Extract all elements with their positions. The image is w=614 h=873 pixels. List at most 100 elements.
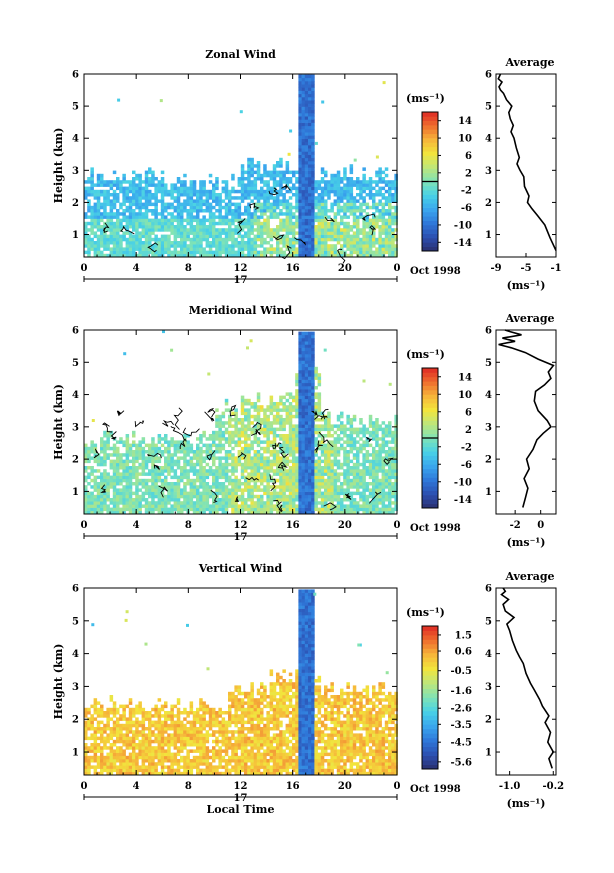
heatmap-cell	[266, 418, 270, 422]
heatmap-cell	[109, 237, 114, 242]
heatmap-cell	[317, 472, 322, 476]
heatmap-cell	[128, 488, 133, 492]
heatmap-cell	[308, 97, 312, 101]
heatmap-cell	[324, 237, 328, 242]
heatmap-cell	[231, 504, 235, 508]
heatmap-cell	[260, 253, 264, 258]
heatmap-cell	[180, 501, 184, 505]
heatmap-cell	[208, 446, 213, 451]
heatmap-cell	[288, 488, 293, 492]
heatmap-cell	[247, 170, 251, 175]
heatmap-cell	[90, 183, 94, 187]
heatmap-cell	[327, 221, 331, 226]
heatmap-cell	[304, 106, 309, 111]
heatmap-cell	[276, 189, 280, 194]
heatmap-cell	[288, 472, 293, 476]
heatmap-cell	[192, 183, 197, 187]
heatmap-cell	[368, 205, 373, 210]
heatmap-cell	[192, 466, 197, 470]
contour-line	[147, 242, 159, 253]
heatmap-cell	[282, 205, 286, 210]
heatmap-cell	[301, 100, 306, 104]
heatmap-cell	[90, 177, 94, 181]
heatmap-cell	[208, 173, 213, 178]
heatmap-cell	[170, 459, 174, 464]
heatmap-cell	[362, 469, 366, 473]
heatmap-cell	[186, 494, 190, 499]
heatmap-cell	[135, 498, 139, 502]
heatmap-cell	[311, 103, 315, 107]
heatmap-cell	[384, 430, 389, 435]
heatmap-cell	[212, 437, 216, 441]
heatmap-cell	[320, 466, 325, 470]
heatmap-cell	[260, 234, 264, 239]
heatmap-cell	[263, 167, 267, 171]
heatmap-cell	[170, 250, 174, 255]
heatmap-cell	[215, 430, 219, 435]
heatmap-cell	[93, 250, 98, 255]
heatmap-cell	[349, 472, 354, 476]
heatmap-cell	[180, 446, 184, 451]
heatmap-cell	[276, 253, 280, 258]
heatmap-cell	[167, 250, 171, 255]
heatmap-cell	[266, 421, 270, 425]
heatmap-cell	[128, 218, 133, 223]
heatmap-cell	[208, 244, 213, 248]
average-x-tick-label: -9	[490, 263, 501, 274]
heatmap-cell	[343, 504, 347, 508]
heatmap-cell	[173, 485, 178, 489]
heatmap-cell	[160, 221, 165, 226]
heatmap-cell	[311, 456, 315, 460]
heatmap-cell	[378, 456, 382, 460]
heatmap-cell	[301, 402, 306, 406]
heatmap-cell	[317, 469, 322, 473]
heatmap-cell	[244, 398, 248, 403]
heatmap-cell	[263, 424, 267, 428]
colorbar-swatch	[422, 125, 438, 130]
heatmap-cell	[311, 360, 315, 364]
heatmap-cell	[215, 193, 219, 197]
heatmap-cell	[279, 157, 283, 162]
heatmap-cell	[186, 215, 190, 219]
heatmap-cell	[205, 475, 210, 480]
heatmap-cell	[301, 382, 306, 387]
heatmap-cell	[336, 228, 341, 232]
heatmap-cell	[122, 247, 126, 251]
heatmap-cell	[151, 510, 155, 515]
heatmap-cell	[391, 199, 395, 203]
heatmap-cell	[384, 469, 389, 473]
heatmap-cell	[160, 241, 165, 245]
heatmap-cell	[308, 215, 312, 219]
heatmap-cell	[308, 122, 312, 127]
heatmap-cell	[282, 453, 286, 457]
heatmap-cell	[253, 510, 258, 515]
heatmap-cell	[100, 202, 104, 207]
heatmap-cell	[340, 209, 344, 213]
heatmap-cell	[311, 209, 315, 213]
heatmap-cell	[394, 199, 398, 203]
heatmap-cell	[375, 462, 379, 467]
heatmap-cell	[372, 488, 376, 492]
heatmap-cell	[352, 472, 357, 476]
heatmap-cell	[135, 247, 139, 251]
heatmap-cell	[304, 145, 309, 149]
heatmap-cell	[100, 494, 104, 499]
heatmap-cell	[122, 507, 126, 512]
heatmap-cell	[304, 237, 309, 242]
heatmap-cell	[116, 199, 120, 203]
heatmap-cell	[288, 485, 293, 489]
heatmap-cell	[228, 196, 232, 200]
heatmap-cell	[311, 170, 315, 175]
heatmap-cell	[394, 212, 398, 216]
heatmap-cell	[202, 237, 206, 242]
heatmap-cell	[106, 247, 110, 251]
heatmap-cell	[384, 234, 389, 239]
heatmap-cell	[218, 446, 222, 451]
heatmap-cell	[151, 170, 155, 175]
heatmap-cell	[234, 501, 238, 505]
heatmap-cell	[388, 466, 392, 470]
heatmap-cell	[372, 231, 376, 235]
heatmap-cell	[349, 234, 354, 239]
heatmap-cell	[96, 202, 101, 207]
heatmap-cell	[167, 443, 171, 448]
